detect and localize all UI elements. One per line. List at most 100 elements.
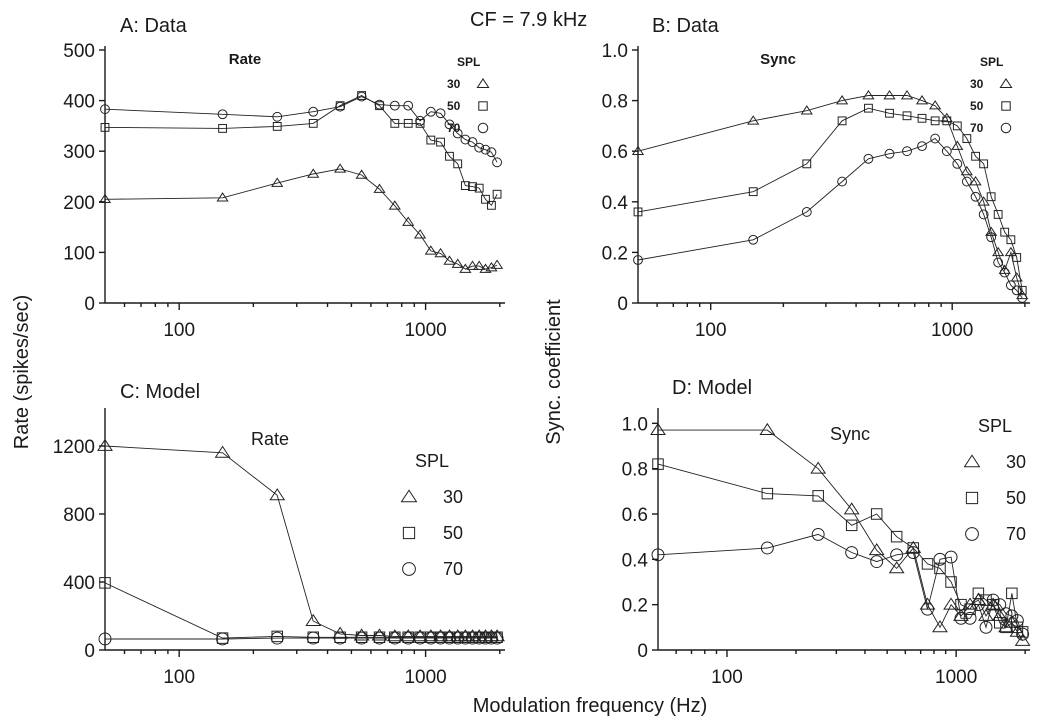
data-point-triangle — [1014, 633, 1031, 646]
x-tick-label: 100 — [163, 320, 195, 341]
x-axis-label: Modulation frequency (Hz) — [473, 695, 708, 717]
data-point-square — [468, 182, 477, 192]
data-point-circle — [486, 147, 497, 158]
data-point-circle — [458, 631, 472, 645]
data-point-square — [99, 577, 111, 589]
data-point-square — [453, 159, 463, 169]
data-point-circle — [374, 99, 385, 110]
data-point-circle — [970, 191, 981, 202]
data-point-circle — [979, 620, 993, 634]
legend-marker — [402, 562, 416, 576]
sync-axis-label: Sync. coefficient — [543, 299, 565, 445]
data-point-circle — [1016, 627, 1030, 641]
legend: SPL 30 50 70 — [400, 451, 463, 579]
data-point-circle — [355, 631, 369, 645]
data-point-circle — [434, 631, 448, 645]
panel-title: A: Data — [120, 15, 188, 37]
data-point-triangle — [969, 175, 982, 186]
data-point-circle — [270, 631, 284, 645]
data-point-circle — [443, 631, 456, 645]
data-point-circle — [651, 548, 665, 562]
series-line-50 — [104, 582, 498, 639]
data-point-circle — [217, 109, 228, 120]
series-line-70 — [657, 533, 1024, 635]
data-point-triangle — [473, 260, 486, 270]
data-point-square — [942, 116, 952, 126]
legend-marker — [1001, 101, 1011, 111]
data-point-triangle — [305, 613, 322, 627]
data-point-circle — [98, 632, 112, 646]
panel-title: C: Model — [120, 381, 200, 403]
data-point-square — [890, 530, 903, 543]
data-point-square — [460, 181, 470, 191]
data-point-triangle — [424, 245, 437, 255]
data-point-circle — [963, 611, 977, 625]
y-tick-label: 0 — [617, 294, 628, 315]
y-tick-label: 300 — [63, 142, 95, 163]
data-point-square — [1006, 235, 1016, 245]
data-point-circle — [490, 631, 504, 645]
data-point-triangle — [451, 258, 464, 268]
data-point-circle — [993, 257, 1004, 268]
data-point-circle — [748, 234, 759, 245]
data-point-circle — [466, 631, 479, 645]
data-point-square — [748, 187, 758, 197]
legend-title: SPL — [457, 55, 480, 69]
y-tick-label: 0.4 — [602, 193, 629, 214]
data-point-triangle — [800, 105, 813, 115]
legend-label: 50 — [970, 99, 984, 113]
data-point-circle — [845, 546, 859, 559]
data-point-circle — [444, 119, 455, 130]
y-tick-label: 200 — [63, 193, 95, 214]
data-point-square — [971, 151, 980, 161]
panel-C: 0 400 800 1200 100 1000 C: Model Rate SPL 30 50 70 — [53, 381, 505, 688]
data-point-triangle — [888, 561, 905, 574]
data-point-triangle — [373, 183, 386, 193]
data-point-circle — [435, 108, 446, 119]
data-point-square — [1000, 621, 1012, 634]
legend-label: 50 — [1006, 488, 1026, 508]
x-tick-label: 1000 — [931, 320, 973, 341]
data-point-triangle — [1010, 272, 1023, 282]
y-tick-label: 0.8 — [622, 460, 648, 481]
data-point-triangle — [485, 261, 498, 272]
data-point-square — [1012, 253, 1022, 262]
data-point-triangle — [402, 216, 415, 226]
data-point-circle — [1011, 285, 1022, 296]
data-point-circle — [993, 598, 1007, 612]
data-point-triangle — [214, 445, 231, 458]
data-point-triangle — [269, 488, 286, 501]
data-point-square — [272, 122, 282, 131]
data-point-circle — [413, 631, 427, 645]
data-point-square — [426, 135, 436, 145]
x-tick-label: 1000 — [404, 320, 446, 341]
data-point-triangle — [449, 629, 466, 642]
data-point-square — [837, 116, 847, 126]
data-point-triangle — [940, 112, 953, 123]
data-point-triangle — [353, 628, 370, 641]
panel-inner-label: Sync — [760, 51, 796, 68]
data-point-circle — [978, 209, 989, 220]
series-line-70 — [105, 637, 498, 640]
legend-title: SPL — [978, 416, 1012, 436]
data-point-square — [921, 558, 934, 570]
data-point-circle — [906, 546, 920, 559]
data-point-square — [902, 111, 912, 121]
data-point-triangle — [371, 628, 388, 641]
data-point-square — [633, 207, 643, 217]
legend-label: 50 — [447, 99, 461, 113]
data-point-square — [1017, 285, 1027, 295]
panel-A: 0 100 200 300 400 500 100 1000 A: Data Rate SPL 30 5… — [63, 15, 505, 341]
series-line-50 — [104, 94, 498, 207]
data-point-triangle — [835, 95, 849, 105]
data-point-circle — [452, 128, 463, 139]
data-point-square — [930, 116, 940, 126]
data-point-circle — [633, 255, 643, 265]
data-point-triangle — [434, 247, 447, 258]
y-tick-label: 800 — [63, 505, 95, 526]
x-tick-label: 100 — [711, 667, 743, 688]
data-point-circle — [930, 133, 941, 144]
data-point-circle — [1010, 614, 1024, 627]
data-point-square — [445, 151, 454, 161]
